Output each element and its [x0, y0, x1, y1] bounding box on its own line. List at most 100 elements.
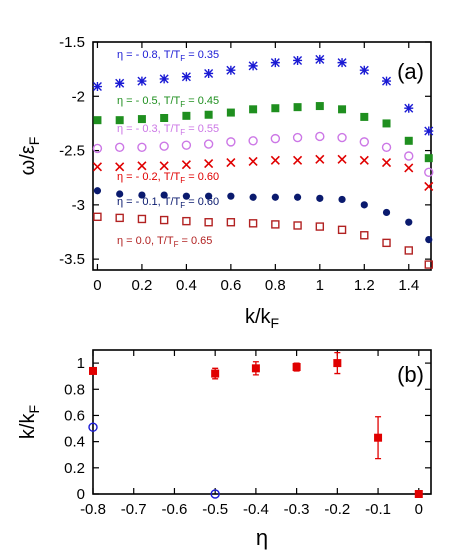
data-point-a-s1 [382, 119, 391, 128]
data-point-b-s0 [89, 366, 97, 375]
data-point-a-s3 [293, 155, 303, 165]
data-point-a-s5 [226, 218, 236, 227]
data-point-a-s0 [270, 58, 280, 68]
data-point-a-s0 [92, 82, 102, 92]
data-point-a-s0 [359, 65, 369, 75]
data-point-a-s2 [137, 142, 147, 153]
legend-entry-a: η = - 0.5, T/TF = 0.45 [117, 95, 219, 109]
data-point-a-s4 [138, 191, 146, 199]
data-point-a-s2 [381, 142, 392, 153]
x-tick-label-a: 0.4 [176, 277, 197, 294]
legend-entry-a-main: η = - 0.3, T/T [117, 123, 181, 135]
data-point-a-s5 [271, 220, 280, 229]
legend-entry-a-sub: F [180, 54, 185, 63]
data-point-a-s0 [204, 68, 214, 78]
x-tick-label-a: 0.8 [265, 277, 286, 294]
data-point-a-s2 [248, 136, 258, 146]
data-point-a-s5 [315, 222, 325, 231]
y-tick-label-b: 0 [77, 486, 85, 503]
x-axis-label-b: η [256, 525, 268, 550]
data-point-a-s0 [404, 103, 414, 113]
data-point-a-s0 [424, 126, 434, 136]
legend-entry-a: η = - 0.1, T/TF = 0.60 [117, 196, 219, 210]
y-tick-label-b: 0.6 [64, 407, 85, 424]
data-point-a-s5 [159, 215, 169, 225]
legend-entry-a: η = - 0.2, T/TF = 0.60 [117, 171, 219, 185]
data-point-a-s2 [337, 132, 347, 143]
data-point-a-s5 [360, 231, 369, 240]
legend-entry-a-main: η = - 0.5, T/T [117, 95, 181, 107]
data-point-a-s1 [204, 110, 213, 119]
data-point-a-s2 [404, 151, 414, 161]
tick-labels-a: 0 0.2 0.4 0.6 0.8 1 1.2 1.4 -1.5 -2 -2.5 -3 -3.5 [59, 34, 419, 294]
x-tick-label-b: -0.3 [284, 501, 310, 518]
y-tick-label-b: 0.4 [64, 434, 85, 451]
data-point-a-s1 [226, 108, 235, 117]
y-axis-label-b-sub: F [26, 405, 42, 414]
data-point-b-s0 [292, 363, 301, 372]
data-point-a-s3 [226, 157, 236, 168]
legend-entry-a-sub: F [180, 176, 185, 185]
data-point-a-s1 [249, 105, 258, 114]
data-point-a-s2 [424, 167, 434, 177]
data-point-a-s1 [93, 116, 102, 125]
data-point-a-s4 [405, 218, 413, 226]
y-tick-label-b: 0.8 [64, 381, 85, 398]
x-axis-label-a-sub: F [271, 315, 280, 331]
legend-entry-a-sub: F [174, 240, 179, 249]
x-tick-label-b: -0.2 [324, 501, 350, 518]
legend-entry-a-sub: F [180, 100, 185, 109]
data-point-b-s0 [414, 490, 423, 498]
data-point-a-s2 [315, 131, 325, 142]
data-point-a-s4 [382, 208, 391, 217]
x-tick-label-b: -0.4 [243, 501, 269, 518]
data-point-a-s4 [293, 193, 302, 201]
data-point-a-s2 [114, 142, 125, 153]
data-point-a-s3 [337, 154, 347, 164]
y-tick-label-b: 1 [77, 355, 85, 372]
y-axis-label-b-main: k/k [17, 413, 39, 440]
data-point-a-s1 [137, 115, 146, 124]
data-point-a-s3 [381, 157, 392, 168]
ticks-b [92, 350, 431, 495]
plot-frame-b [92, 349, 432, 495]
data-point-a-s3 [137, 161, 147, 171]
data-point-a-s2 [359, 137, 369, 147]
data-point-a-s5 [382, 238, 391, 248]
data-point-a-s5 [182, 216, 191, 226]
data-point-a-s1 [293, 103, 302, 112]
legend-entry-a: η = - 0.3, T/TF = 0.55 [117, 123, 219, 137]
data-point-a-s0 [181, 72, 191, 82]
panel-label-b: (b) [397, 362, 424, 387]
points-a [92, 54, 434, 269]
data-point-a-s3 [270, 155, 280, 165]
legend-entry-a-main: η = 0.0, T/T [117, 235, 174, 247]
data-point-a-s1 [160, 114, 169, 122]
data-point-b-s0 [251, 364, 260, 373]
x-axis-label-a: k/kF [245, 306, 279, 331]
data-point-a-s4 [116, 190, 124, 198]
y-axis-label-a: ω/εF [17, 137, 42, 176]
data-point-a-s2 [226, 137, 236, 147]
legend-entry-a-tail: = 0.45 [185, 95, 219, 107]
legend-entry-a-tail: = 0.60 [185, 196, 219, 208]
legend-entry-a-main: η = - 0.1, T/T [117, 196, 181, 208]
y-tick-label-a: -3.5 [59, 251, 85, 268]
x-tick-label-b: -0.8 [80, 501, 106, 518]
data-point-a-s3 [424, 181, 434, 191]
data-point-a-s5 [115, 213, 124, 223]
panel-b: -0.8 -0.7 -0.6 -0.5 -0.4 -0.3 -0.2 -0.1 0 0 0.2 0.4… [17, 349, 432, 550]
data-point-a-s4 [205, 192, 213, 200]
data-point-a-s5 [293, 221, 302, 230]
legend-entry-a-tail: = 0.35 [185, 49, 219, 61]
x-tick-label-a: 0.2 [131, 277, 152, 294]
points-b [88, 351, 423, 499]
data-point-a-s5 [248, 219, 258, 228]
data-point-a-s1 [271, 104, 280, 113]
data-point-a-s3 [115, 162, 125, 172]
x-tick-label-a: 1 [316, 277, 324, 294]
legend-entry-a-tail: = 0.60 [185, 171, 219, 183]
data-point-a-s1 [360, 112, 369, 121]
data-point-a-s0 [293, 55, 303, 65]
